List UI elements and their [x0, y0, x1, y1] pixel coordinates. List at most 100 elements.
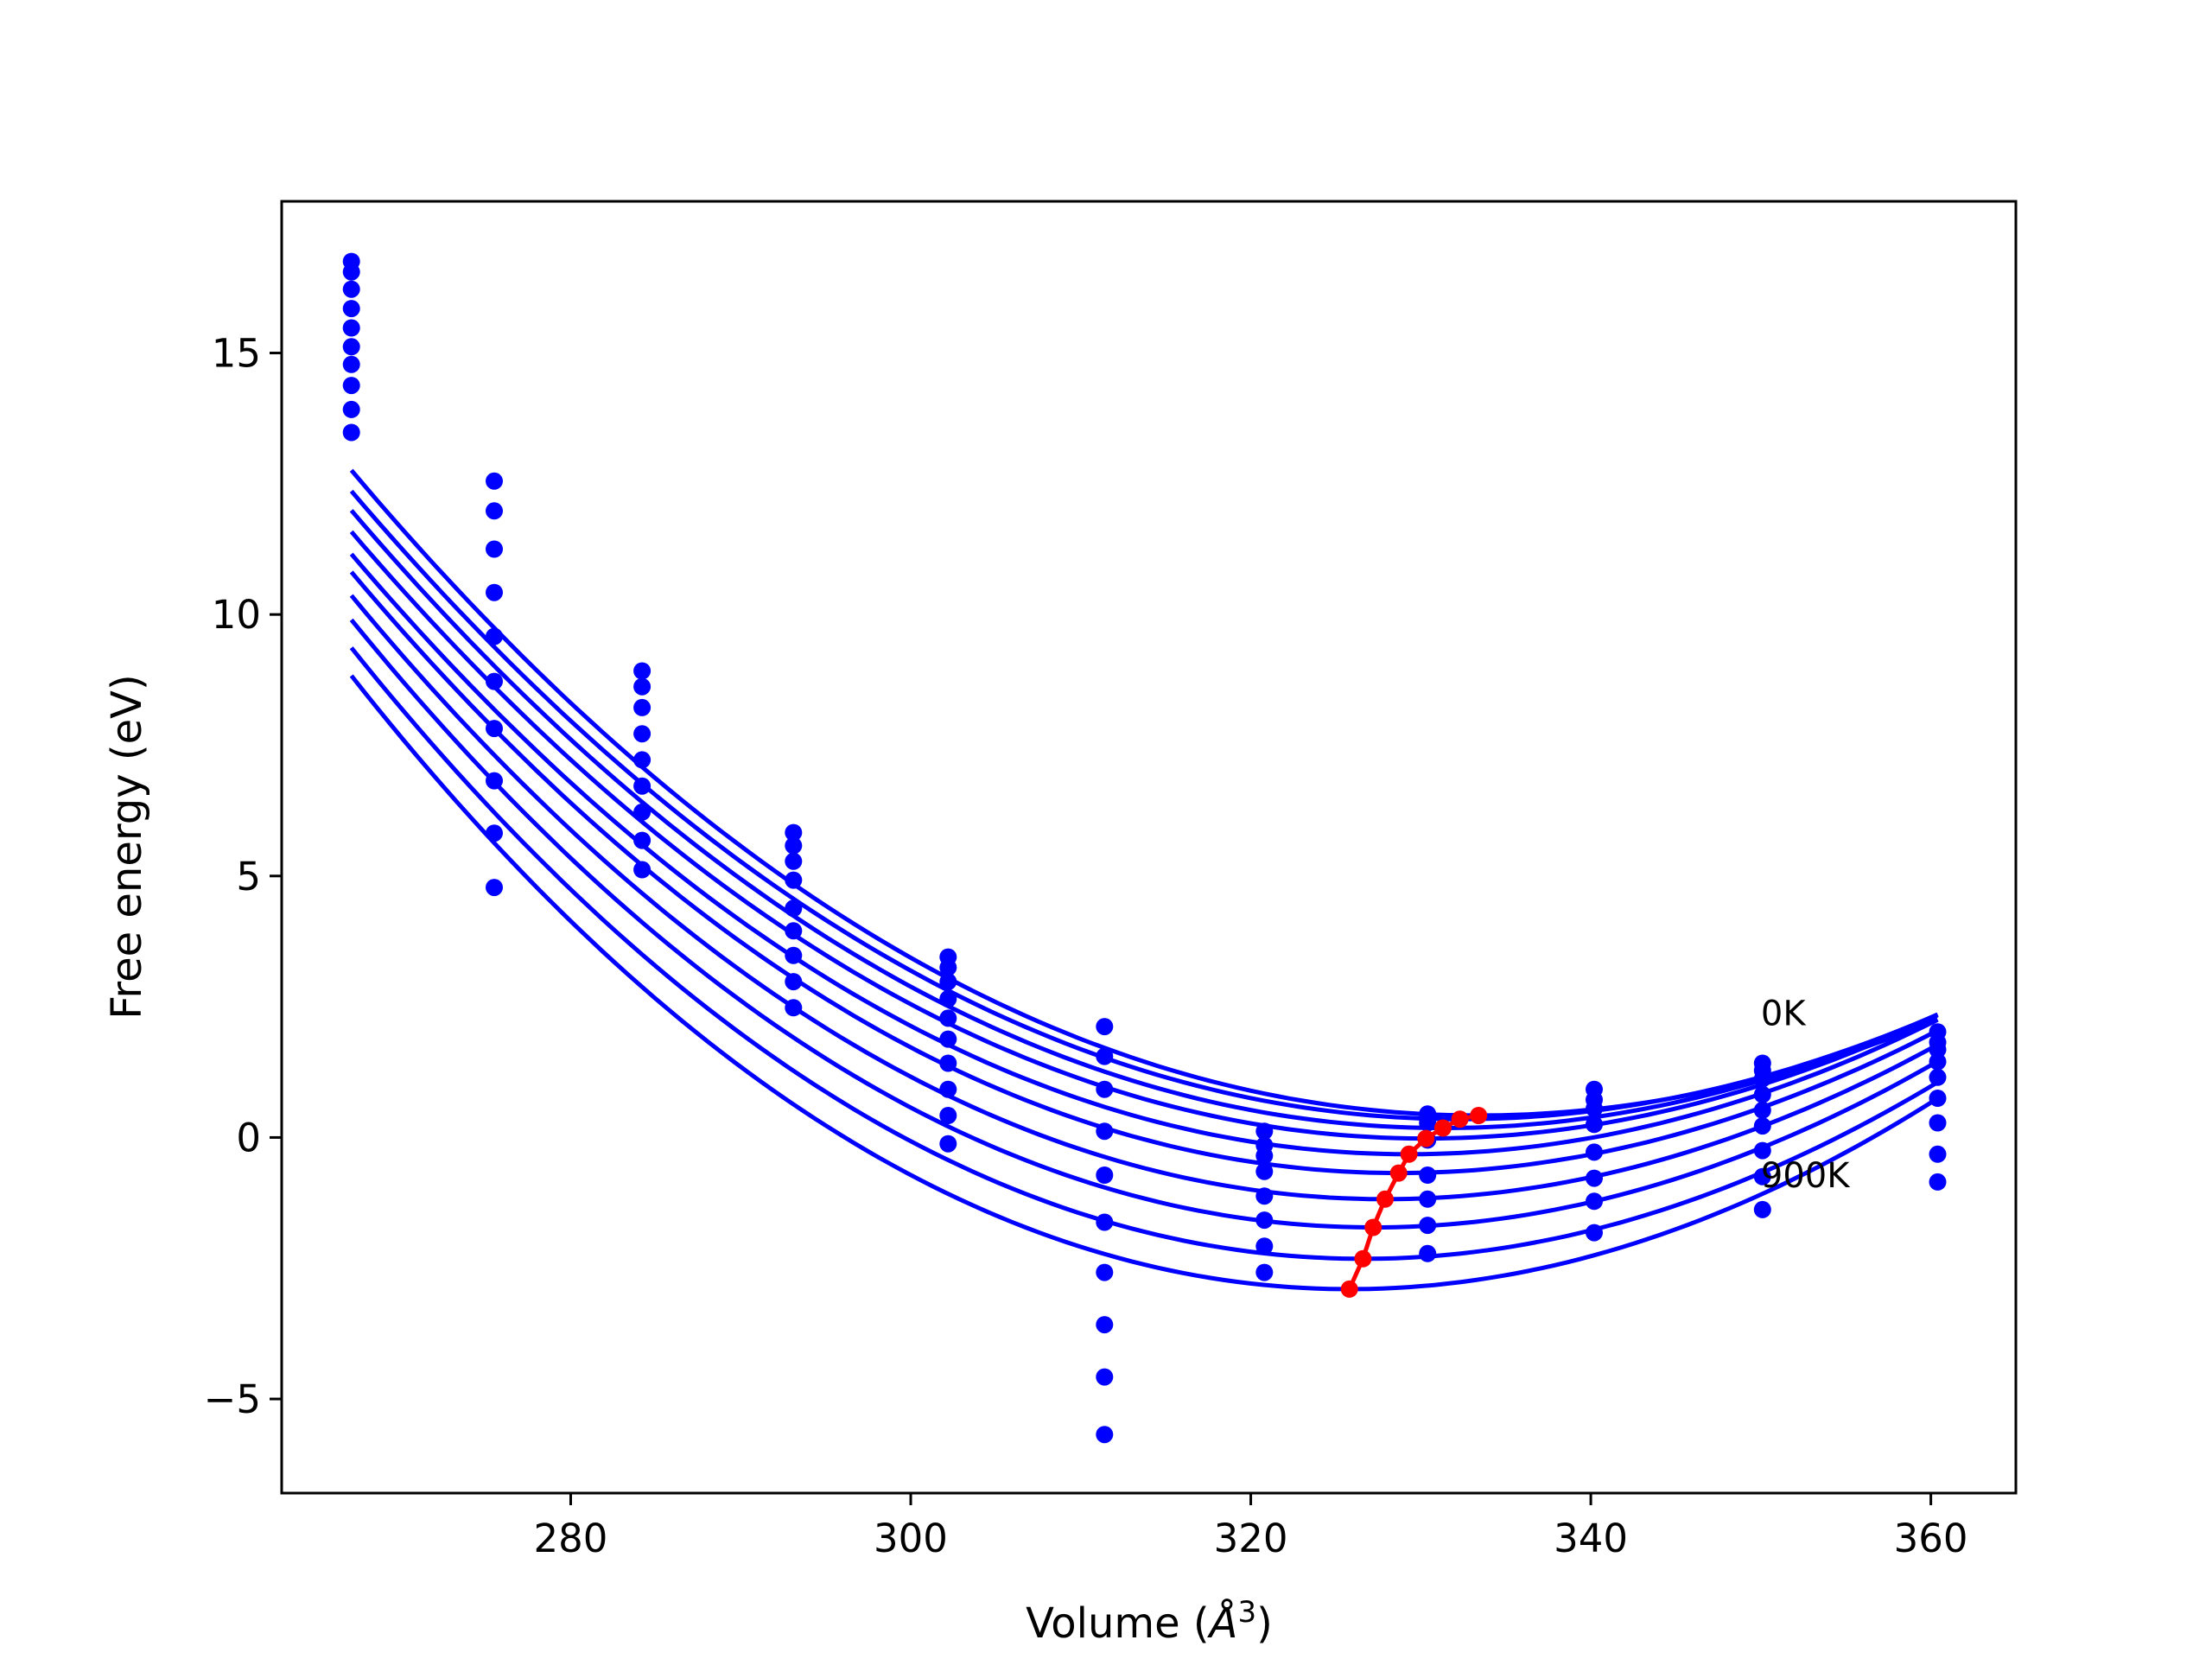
data-point	[1753, 1101, 1771, 1119]
data-point	[633, 751, 652, 769]
minimum-path-point	[1364, 1218, 1382, 1236]
minimum-path-point	[1451, 1110, 1469, 1128]
data-point	[1096, 1166, 1114, 1184]
data-point	[785, 922, 803, 940]
data-point	[486, 824, 503, 842]
data-point	[939, 1009, 957, 1027]
data-point	[1419, 1114, 1437, 1132]
data-point	[1753, 1070, 1771, 1088]
y-axis-label: Free energy (eV)	[103, 674, 151, 1019]
data-point	[1929, 1173, 1947, 1191]
data-point	[1096, 1122, 1114, 1141]
data-point	[1255, 1237, 1274, 1255]
data-point	[1255, 1147, 1274, 1165]
x-tick-label: 280	[534, 1516, 608, 1561]
data-point	[1753, 1085, 1771, 1103]
data-point	[1255, 1162, 1274, 1180]
data-point	[486, 720, 503, 738]
y-tick-label: 15	[212, 331, 261, 377]
data-point	[939, 973, 957, 991]
data-point	[633, 803, 652, 821]
fit-curves	[349, 468, 1939, 1292]
fit-curve-line	[349, 674, 1939, 1292]
data-point	[939, 1080, 957, 1098]
fit-curve-line	[349, 509, 1939, 1130]
data-point	[1419, 1217, 1437, 1235]
y-axis: −5 0 5 10 15	[204, 331, 282, 1422]
data-points	[342, 252, 1947, 1444]
data-point	[342, 338, 360, 356]
data-point	[486, 502, 503, 520]
data-point	[633, 831, 652, 849]
data-point	[342, 400, 360, 418]
data-point	[1753, 1141, 1771, 1160]
y-tick-label: 5	[236, 854, 261, 899]
data-point	[1929, 1114, 1947, 1132]
data-point	[633, 861, 652, 879]
data-point	[1419, 1190, 1437, 1208]
data-point	[486, 772, 503, 790]
annotation-0k: 0K	[1761, 994, 1807, 1033]
data-point	[1096, 1047, 1114, 1065]
data-point	[1586, 1143, 1603, 1161]
data-point	[785, 899, 803, 918]
fit-curve-line	[349, 530, 1939, 1141]
data-point	[342, 263, 360, 281]
data-point	[1929, 1040, 1947, 1058]
data-point	[1255, 1211, 1274, 1230]
x-axis-label: Volume (Å3)	[1026, 1595, 1273, 1648]
data-point	[342, 300, 360, 318]
data-point	[342, 280, 360, 298]
minimum-path-point	[1376, 1190, 1394, 1208]
data-point	[1753, 1117, 1771, 1135]
data-point	[633, 777, 652, 795]
minimum-path-point	[1433, 1119, 1452, 1137]
data-point	[1419, 1166, 1437, 1184]
data-point	[1586, 1224, 1603, 1242]
fit-curve-line	[349, 570, 1939, 1176]
data-point	[486, 879, 503, 897]
data-point	[785, 999, 803, 1017]
minimum-path-point	[1340, 1280, 1358, 1298]
fit-curve-line	[349, 489, 1939, 1122]
data-point	[342, 319, 360, 337]
minimum-path-point	[1354, 1249, 1372, 1268]
data-point	[633, 677, 652, 696]
minimum-path-line	[1347, 1113, 1479, 1290]
data-point	[785, 871, 803, 889]
data-point	[486, 583, 503, 601]
x-tick-label: 320	[1214, 1516, 1288, 1561]
data-point	[939, 958, 957, 976]
data-point	[342, 377, 360, 395]
data-point	[486, 540, 503, 558]
minimum-path-point	[1417, 1129, 1435, 1147]
data-point	[1929, 1145, 1947, 1163]
data-point	[1096, 1213, 1114, 1231]
fit-curve-line	[349, 646, 1939, 1262]
y-tick-label: 10	[212, 592, 261, 638]
plot-frame	[280, 200, 2018, 1495]
data-point	[486, 472, 503, 490]
minimum-path-point	[1470, 1107, 1488, 1124]
data-point	[486, 672, 503, 690]
data-point	[939, 990, 957, 1007]
data-point	[1929, 1052, 1947, 1071]
data-point	[1929, 1068, 1947, 1086]
data-point	[939, 1054, 957, 1072]
data-point	[1096, 1426, 1114, 1444]
data-point	[1586, 1116, 1603, 1134]
data-point	[1096, 1316, 1114, 1334]
data-point	[1255, 1122, 1274, 1141]
data-point	[785, 973, 803, 991]
data-point	[785, 823, 803, 842]
fit-curve-line	[349, 618, 1939, 1230]
data-point	[633, 725, 652, 743]
x-axis: 280 300 320 340 360	[534, 1493, 1968, 1561]
fit-curve-line	[349, 594, 1939, 1202]
data-point	[1255, 1263, 1274, 1281]
data-point	[1096, 1080, 1114, 1098]
data-point	[1586, 1100, 1603, 1118]
data-point	[1929, 1090, 1947, 1107]
data-point	[939, 1107, 957, 1124]
